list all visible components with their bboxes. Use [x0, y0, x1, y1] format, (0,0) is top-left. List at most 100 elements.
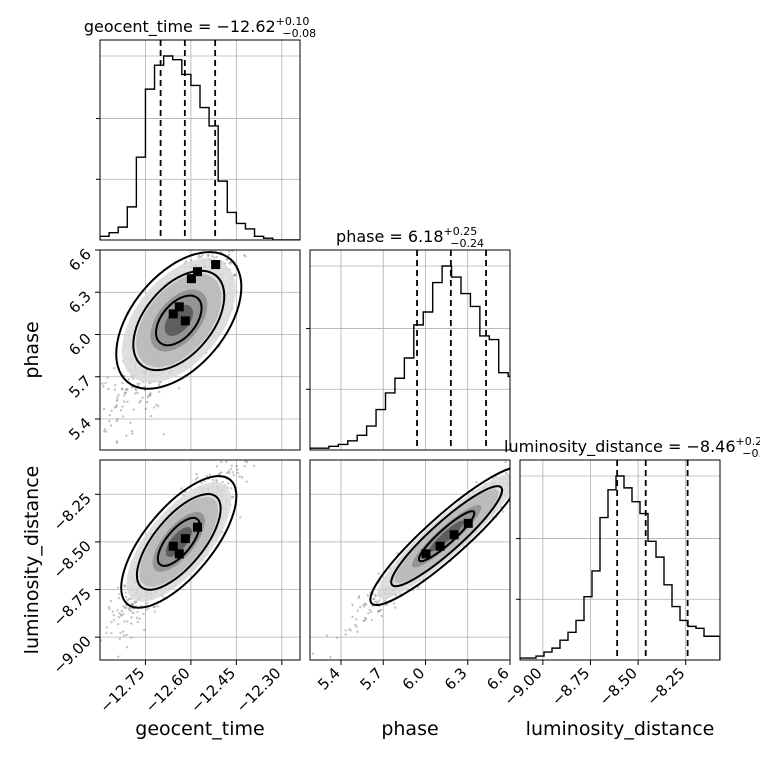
sample-point — [212, 256, 216, 259]
sample-point — [252, 446, 254, 448]
sample-point — [244, 233, 246, 235]
sample-point — [356, 630, 359, 633]
sample-point — [130, 616, 133, 619]
sample-point — [523, 482, 525, 484]
sample-point — [115, 441, 118, 444]
sample-point — [232, 495, 235, 499]
sample-point — [364, 617, 368, 621]
sample-point — [116, 395, 119, 399]
sample-point — [149, 414, 153, 418]
axes-frame-geocent_time — [99, 39, 301, 241]
histogram-step-luminosity_distance — [520, 475, 720, 660]
sample-point — [363, 619, 366, 622]
density-peak-cell-2 — [180, 534, 190, 544]
sample-point — [127, 597, 131, 601]
sample-point — [386, 603, 389, 606]
sample-point — [378, 599, 381, 602]
sample-point — [243, 464, 246, 468]
sample-point — [136, 610, 139, 614]
sample-point — [205, 474, 209, 478]
sample-point — [103, 428, 107, 431]
sample-point — [374, 593, 377, 597]
sample-point — [124, 391, 128, 394]
xtick-label-phase-1: 5.7 — [356, 664, 386, 694]
density-peak-cell-2 — [180, 316, 190, 326]
density-peak-cell-0 — [168, 309, 178, 319]
sample-point — [215, 465, 219, 468]
sample-point — [184, 260, 188, 263]
sample-point — [204, 243, 206, 245]
sample-point — [344, 629, 347, 632]
sample-point — [264, 220, 266, 222]
sample-point — [329, 655, 332, 659]
sample-point — [110, 409, 113, 412]
sample-point — [349, 629, 352, 632]
sample-point — [131, 603, 135, 606]
sample-point — [128, 607, 131, 611]
sample-point — [121, 630, 125, 633]
contour-line-0 — [417, 510, 476, 563]
sample-point — [105, 631, 108, 635]
sample-point — [116, 586, 120, 589]
sample-point — [125, 388, 129, 391]
sample-point — [512, 468, 514, 470]
sample-point — [517, 483, 519, 485]
sample-point — [231, 242, 233, 244]
sample-point — [112, 367, 116, 370]
sample-point — [130, 602, 133, 606]
sample-point — [147, 394, 150, 397]
sample-point — [108, 413, 111, 417]
sample-point — [501, 510, 505, 513]
sample-point — [244, 255, 247, 258]
sample-point — [125, 434, 128, 437]
sample-point — [383, 599, 387, 603]
sample-point — [157, 383, 161, 387]
contour-line-0 — [156, 516, 201, 567]
sample-point — [206, 254, 210, 258]
sample-point — [127, 378, 131, 381]
sample-point — [210, 457, 212, 459]
sample-point — [140, 604, 143, 608]
ytick-label-phase-2: 6.0 — [65, 330, 95, 360]
sample-point — [231, 237, 233, 239]
sample-point — [119, 409, 123, 412]
sample-point — [512, 494, 514, 496]
sample-point — [125, 620, 129, 623]
density-peak-cell-3 — [192, 522, 202, 532]
sample-point — [155, 403, 158, 406]
xaxis-label-phase: phase — [381, 718, 438, 740]
xtick-label-luminosity_distance-1: −8.75 — [548, 664, 593, 709]
xaxis-label-geocent_time: geocent_time — [135, 718, 264, 740]
sample-point — [234, 273, 237, 277]
sample-point — [515, 476, 517, 478]
sample-point — [221, 234, 223, 236]
sample-point — [225, 460, 228, 464]
sample-point — [124, 595, 128, 599]
sample-point — [157, 404, 160, 408]
sample-point — [142, 612, 145, 616]
sample-point — [215, 255, 218, 259]
sample-point — [149, 394, 152, 397]
sample-point — [372, 597, 376, 601]
sample-point — [106, 376, 109, 379]
sample-point — [146, 395, 150, 399]
title-phase: phase = 6.18+0.25 −0.24 — [336, 225, 484, 250]
sample-point — [242, 193, 244, 195]
sample-point — [231, 226, 233, 228]
sample-point — [158, 381, 161, 384]
sample-point — [235, 455, 237, 457]
sample-point — [354, 623, 357, 627]
sample-point — [376, 602, 379, 605]
sample-point — [134, 387, 137, 391]
sample-point — [209, 246, 211, 248]
sample-point — [229, 487, 233, 490]
sample-point — [247, 215, 249, 217]
sample-point — [228, 250, 231, 253]
sample-point — [218, 232, 220, 234]
sample-point — [220, 234, 222, 236]
sample-point — [229, 234, 231, 236]
sample-point — [369, 610, 373, 614]
sample-point — [514, 462, 516, 464]
sample-point — [147, 607, 150, 610]
sample-point — [130, 636, 133, 639]
